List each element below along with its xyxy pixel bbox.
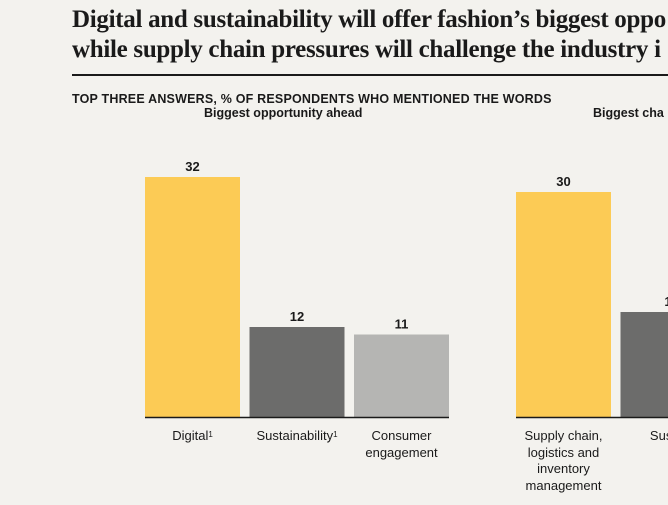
chart-title: Digital and sustainability will offer fa… <box>72 5 668 65</box>
bar-1-0 <box>516 192 611 417</box>
value-label-0-1: 12 <box>290 309 304 324</box>
chart-subtitle: TOP THREE ANSWERS, % OF RESPONDENTS WHO … <box>72 92 552 106</box>
category-label-0-2: Consumer engagement <box>365 428 438 460</box>
value-label-1-1: 1 <box>664 294 668 309</box>
category-label-1-0: Supply chain, logistics and inventory manag… <box>524 428 603 493</box>
title-line-2: while supply chain pressures will challe… <box>72 36 661 63</box>
footnote-marker: 1 <box>208 430 213 439</box>
value-label-0-2: 11 <box>395 317 409 332</box>
panel-title-opportunity: Biggest opportunity ahead <box>204 106 363 120</box>
category-label-0-0: Digital1 <box>172 428 213 443</box>
bar-0-2 <box>354 334 449 417</box>
value-label-0-0: 32 <box>185 159 199 174</box>
value-label-1-0: 30 <box>556 174 570 189</box>
bar-0-1 <box>249 327 345 417</box>
title-divider <box>72 74 668 76</box>
title-line-1: Digital and sustainability will offer fa… <box>72 6 666 33</box>
bar-1-1 <box>620 312 668 417</box>
category-label-1-1: Sustai <box>649 428 668 443</box>
bar-0-0 <box>145 177 240 417</box>
panel-title-challenge: Biggest cha <box>593 106 664 120</box>
footnote-marker: 1 <box>333 430 338 439</box>
category-label-0-1: Sustainability1 <box>256 428 338 443</box>
